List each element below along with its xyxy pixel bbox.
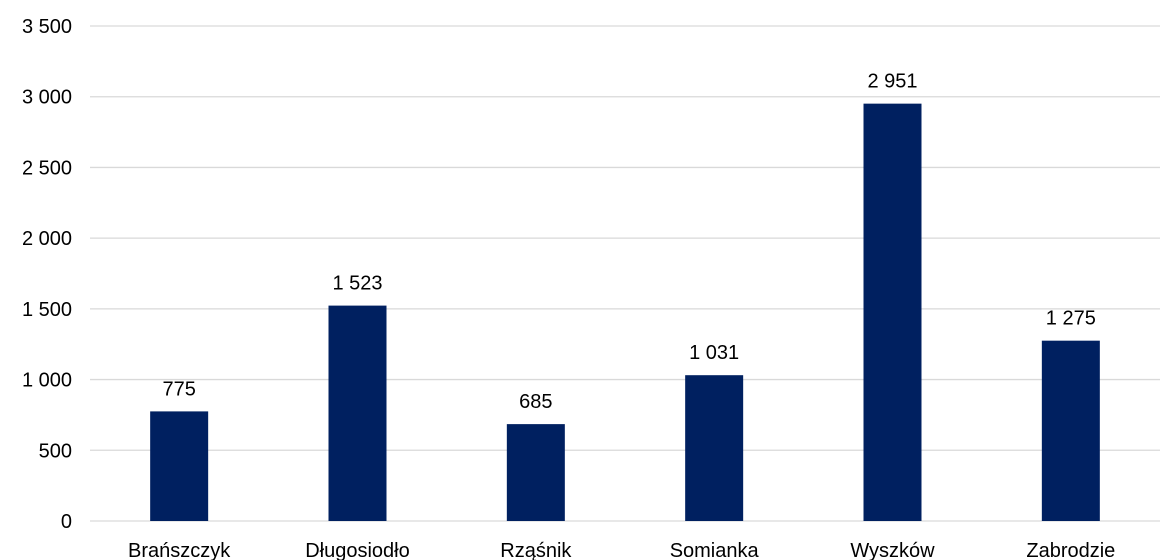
x-tick-label: Brańszczyk [128,540,231,560]
x-tick-label: Zabrodzie [1026,540,1115,560]
data-label: 1 523 [332,273,382,295]
x-tick-label: Rząśnik [500,540,572,560]
bar [328,305,387,521]
data-label: 2 951 [867,71,917,93]
data-label: 685 [519,391,552,413]
y-tick-label: 1 500 [22,299,72,321]
x-tick-label: Somianka [670,540,760,560]
y-tick-label: 2 500 [22,157,72,179]
y-axis-tick-labels: 0 500 1 000 1 500 2 000 2 500 3 000 3 500 [22,16,72,533]
y-tick-label: 3 000 [22,87,72,109]
x-tick-label: Długosiodło [305,540,410,560]
x-axis-tick-labels: Brańszczyk Długosiodło Rząśnik Somianka Wysz… [128,540,1115,560]
gridlines [90,25,1160,522]
data-label: 1 275 [1046,308,1096,330]
data-label: 1 031 [689,342,739,364]
bar [685,375,744,521]
data-label: 775 [162,378,195,400]
bar [150,411,209,521]
bars [150,103,1100,521]
y-tick-label: 2 000 [22,228,72,250]
y-tick-label: 3 500 [22,16,72,38]
x-tick-label: Wyszków [850,540,935,560]
bar [863,103,922,521]
data-labels: 775 1 523 685 1 031 2 951 1 275 [162,71,1095,413]
bar [1041,340,1100,521]
y-tick-label: 0 [61,511,72,533]
y-tick-label: 500 [39,440,72,462]
y-tick-label: 1 000 [22,370,72,392]
bar [506,424,565,521]
